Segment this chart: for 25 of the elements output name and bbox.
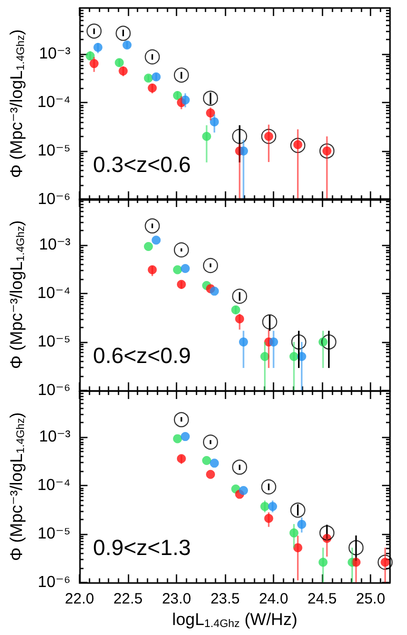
annotation: 0.6<z<0.9: [93, 343, 191, 368]
y-axis-title: Φ (Mpc⁻³/logL1.4Ghz): [7, 220, 27, 370]
y-tick-label: 10⁻⁶: [38, 573, 71, 590]
annotation: 0.3<z<0.6: [93, 152, 191, 177]
y-tick-label: 10⁻³: [38, 428, 72, 446]
y-tick-label: 10⁻⁶: [38, 382, 71, 400]
y-axis-title: Φ (Mpc⁻³/logL1.4Ghz): [7, 412, 27, 561]
y-tick-label: 10⁻³: [38, 237, 72, 254]
y-tick-label: 10⁻⁵: [38, 142, 71, 160]
x-tick-label: 24.5: [307, 590, 337, 607]
y-tick-label: 10⁻³: [38, 46, 72, 63]
annotation: 0.9<z<1.3: [93, 534, 191, 560]
y-axis-title: Φ (Mpc⁻³/logL1.4Ghz): [7, 29, 27, 178]
y-tick-label: 10⁻⁵: [38, 525, 71, 542]
x-tick-label: 22.5: [113, 590, 143, 607]
x-tick-label: 23.0: [162, 590, 192, 607]
x-tick-label: 24.0: [258, 590, 288, 607]
x-tick-label: 22.0: [64, 590, 94, 607]
x-tick-label: 25.0: [356, 590, 386, 607]
y-tick-label: 10⁻⁴: [37, 94, 71, 112]
y-tick-label: 10⁻⁵: [38, 334, 71, 351]
x-tick-label: 23.5: [210, 590, 240, 607]
y-tick-label: 10⁻⁶: [38, 190, 71, 208]
y-tick-label: 10⁻⁴: [37, 285, 71, 302]
y-tick-label: 10⁻⁴: [37, 476, 71, 494]
